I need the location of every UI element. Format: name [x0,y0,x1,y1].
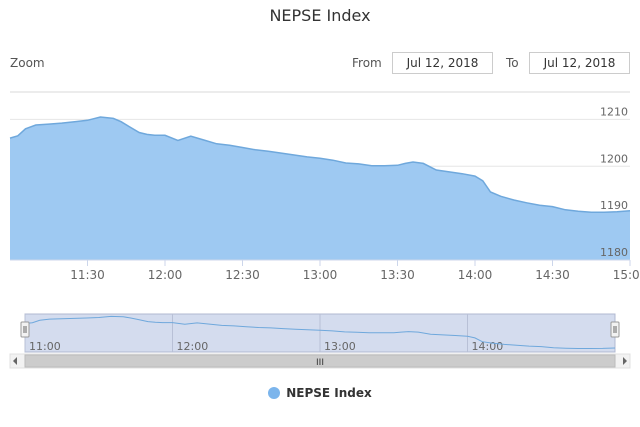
x-tick-label: 14:30 [535,268,570,282]
scrollbar-grip: III [316,358,324,368]
x-tick-label: 15:00 [613,268,640,282]
y-tick-label: 1200 [600,152,628,165]
y-tick-label: 1180 [600,246,628,259]
chart-title: NEPSE Index [269,6,371,25]
from-date-input[interactable]: Jul 12, 2018 [392,52,493,74]
scroll-right-arrow-icon[interactable] [623,357,627,365]
zoom-label: Zoom [10,56,45,70]
scroll-left-arrow-icon[interactable] [13,357,17,365]
y-tick-label: 1190 [600,199,628,212]
navigator-tick-label: 11:00 [29,340,61,353]
x-tick-label: 12:30 [225,268,260,282]
navigator-left-handle[interactable] [20,321,30,338]
scrollbar-thumb[interactable] [24,354,616,368]
navigator-tick-label: 13:00 [324,340,356,353]
navigator-right-handle[interactable] [610,321,620,338]
y-tick-label: 1210 [600,105,628,118]
legend[interactable]: NEPSE Index [0,386,640,400]
navigator-tick-label: 12:00 [177,340,209,353]
navigator-series-line [24,315,616,349]
y-axis-labels: 1180 1190 1200 1210 [600,105,628,259]
x-tick-label: 14:00 [458,268,493,282]
scrollbar[interactable]: III [9,353,631,369]
x-axis: 11:30 12:00 12:30 13:00 13:30 14:00 14:30 15:00 [10,259,640,282]
to-date-input[interactable]: Jul 12, 2018 [529,52,630,74]
navigator[interactable]: 11:00 12:00 13:00 14:00 [20,313,620,353]
legend-marker-icon [268,387,281,399]
x-tick-label: 12:00 [148,268,183,282]
series-line [9,116,631,213]
to-label: To [506,56,519,70]
series-area-fill [10,117,630,260]
x-tick-label: 13:00 [303,268,338,282]
x-tick-label: 13:30 [380,268,415,282]
series-area [9,116,631,260]
from-label: From [352,56,382,70]
x-tick-label: 11:30 [70,268,105,282]
legend-label: NEPSE Index [286,386,372,400]
